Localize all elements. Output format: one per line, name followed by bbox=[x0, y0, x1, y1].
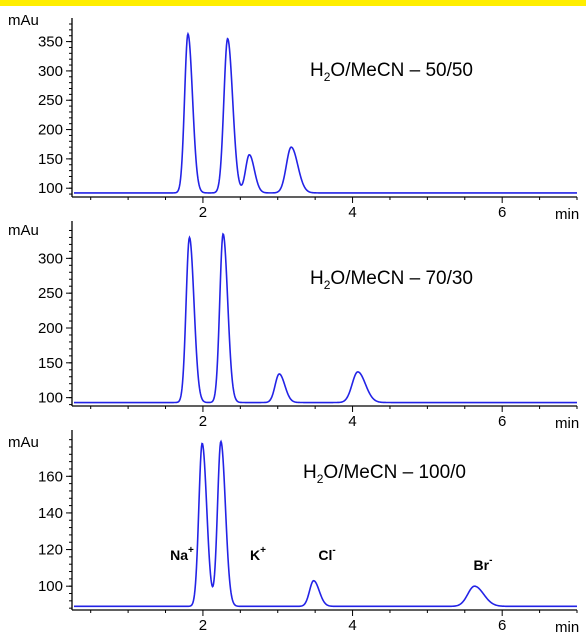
y-tick-label: 160 bbox=[38, 468, 63, 485]
x-tick-label: 4 bbox=[348, 204, 356, 221]
y-tick-label: 140 bbox=[38, 505, 63, 522]
ion-charge: - bbox=[332, 545, 335, 556]
y-tick-label: 150 bbox=[38, 355, 63, 372]
mobile-phase-main: H bbox=[310, 60, 324, 81]
y-tick-label: 100 bbox=[38, 578, 63, 595]
x-tick-label: 6 bbox=[498, 204, 506, 221]
ion-label: Na+ bbox=[170, 545, 194, 563]
y-tick-label: 100 bbox=[38, 180, 63, 197]
chromatogram-trace bbox=[74, 31, 577, 194]
mobile-phase-subscript: 2 bbox=[324, 70, 331, 84]
x-tick-label: 4 bbox=[348, 617, 356, 634]
ion-charge: - bbox=[489, 555, 492, 566]
mobile-phase-main: H bbox=[310, 268, 324, 289]
y-tick-label: 200 bbox=[38, 320, 63, 337]
y-unit-label: mAu bbox=[8, 222, 39, 239]
x-unit-label: min bbox=[555, 415, 579, 432]
x-tick-label: 6 bbox=[498, 413, 506, 430]
mobile-phase-rest: O/MeCN – 70/30 bbox=[330, 268, 473, 289]
ion-symbol: Cl bbox=[318, 547, 332, 563]
mobile-phase-label: H2O/MeCN – 50/50 bbox=[310, 60, 473, 84]
top-highlight-band bbox=[0, 0, 586, 6]
mobile-phase-subscript: 2 bbox=[317, 472, 324, 486]
y-tick-label: 120 bbox=[38, 542, 63, 559]
mobile-phase-subscript: 2 bbox=[324, 278, 331, 292]
ion-symbol: Na bbox=[170, 547, 188, 563]
mobile-phase-rest: O/MeCN – 50/50 bbox=[330, 60, 473, 81]
mobile-phase-label: H2O/MeCN – 70/30 bbox=[310, 268, 473, 292]
chromatogram-trace bbox=[74, 232, 577, 404]
x-tick-label: 2 bbox=[199, 617, 207, 634]
x-tick-label: 6 bbox=[498, 617, 506, 634]
ion-symbol: Br bbox=[474, 557, 490, 573]
x-unit-label: min bbox=[555, 619, 579, 636]
mobile-phase-rest: O/MeCN – 100/0 bbox=[323, 462, 466, 483]
ion-symbol: K bbox=[250, 547, 260, 563]
ion-charge: + bbox=[260, 545, 266, 556]
y-tick-label: 300 bbox=[38, 63, 63, 80]
x-tick-label: 2 bbox=[199, 204, 207, 221]
y-tick-label: 250 bbox=[38, 285, 63, 302]
ion-charge: + bbox=[188, 545, 194, 556]
y-tick-label: 200 bbox=[38, 122, 63, 139]
mobile-phase-main: H bbox=[303, 462, 317, 483]
x-tick-label: 4 bbox=[348, 413, 356, 430]
y-tick-label: 150 bbox=[38, 151, 63, 168]
y-unit-label: mAu bbox=[8, 12, 39, 29]
mobile-phase-label: H2O/MeCN – 100/0 bbox=[303, 462, 466, 486]
x-tick-label: 2 bbox=[199, 413, 207, 430]
y-tick-label: 300 bbox=[38, 250, 63, 267]
y-tick-label: 100 bbox=[38, 390, 63, 407]
ion-label: Cl- bbox=[318, 545, 335, 563]
chromatogram-trace bbox=[74, 439, 577, 608]
y-tick-label: 350 bbox=[38, 34, 63, 51]
ion-label: K+ bbox=[250, 545, 266, 563]
x-unit-label: min bbox=[555, 206, 579, 223]
y-tick-label: 250 bbox=[38, 92, 63, 109]
ion-label: Br- bbox=[474, 555, 493, 573]
y-unit-label: mAu bbox=[8, 434, 39, 451]
